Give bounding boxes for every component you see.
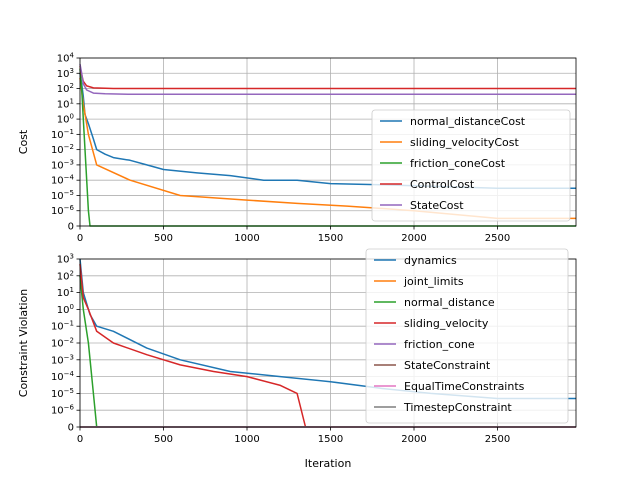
x-tick-label: 1000: [234, 434, 259, 445]
legend-label: sliding_velocity: [404, 317, 489, 330]
x-tick-label: 500: [154, 233, 173, 244]
y-tick-exponent: −3: [64, 158, 74, 166]
y-tick-exponent: −1: [64, 320, 74, 328]
x-tick-label: 2500: [485, 233, 510, 244]
legend-label: joint_limits: [403, 275, 464, 288]
series-line-StateCost: [79, 63, 576, 96]
y-tick-exponent: −6: [64, 204, 75, 212]
x-tick-label: 1500: [318, 434, 343, 445]
y-tick-exponent: 0: [70, 303, 74, 311]
y-tick-exponent: −6: [64, 404, 75, 412]
y-tick-exponent: −2: [64, 337, 74, 345]
series-line-friction_coneCost: [79, 68, 576, 227]
y-tick-exponent: −5: [64, 387, 74, 395]
y-tick-exponent: 3: [70, 253, 74, 261]
x-tick-label: 500: [154, 434, 173, 445]
legend-label: EqualTimeConstraints: [404, 380, 525, 393]
legend-label: normal_distance: [404, 296, 495, 309]
y-tick-exponent: 1: [70, 286, 74, 294]
series-line-sliding_velocity: [79, 264, 576, 428]
legend-label: normal_distanceCost: [410, 115, 526, 128]
legend-label: dynamics: [404, 254, 457, 267]
x-tick-label: 1500: [318, 233, 343, 244]
x-tick-label: 0: [77, 434, 83, 445]
legend-label: sliding_velocityCost: [410, 136, 519, 149]
y-tick-exponent: 1: [70, 97, 74, 105]
y-tick-exponent: −2: [64, 143, 74, 151]
y-tick-exponent: 2: [70, 82, 74, 90]
legend-label: TimestepConstraint: [403, 401, 512, 414]
y-tick-label: 0: [68, 222, 74, 233]
bottom-y-axis-label: Constraint Violation: [17, 289, 30, 397]
legend-label: friction_cone: [404, 338, 475, 351]
x-tick-label: 2000: [401, 233, 426, 244]
x-tick-label: 0: [77, 233, 83, 244]
y-tick-exponent: −1: [64, 128, 74, 136]
y-tick-exponent: 3: [70, 67, 74, 75]
x-tick-label: 2500: [485, 434, 510, 445]
bottom-x-ticks: 0 500 1000 1500 2000 2500: [77, 427, 510, 445]
legend-box: [365, 248, 569, 424]
bottom-legend: dynamics joint_limits normal_distanceslidi…: [365, 248, 569, 424]
legend-label: ControlCost: [410, 178, 475, 191]
top-axes: 0 500 1000 1500 2000 2500 010−610−510−410−310…: [17, 52, 577, 244]
top-axes-frame: [79, 57, 577, 227]
x-tick-label: 2000: [401, 434, 426, 445]
legend-box: [371, 109, 571, 222]
y-tick-exponent: 4: [70, 52, 75, 60]
y-tick-label: 0: [68, 423, 74, 434]
y-tick-exponent: −3: [64, 353, 74, 361]
top-y-axis-label: Cost: [17, 129, 30, 154]
x-tick-label: 1000: [234, 233, 259, 244]
y-tick-exponent: 0: [70, 113, 74, 121]
bottom-x-axis-label: Iteration: [305, 457, 352, 470]
legend-label: friction_coneCost: [410, 157, 506, 170]
y-tick-exponent: −4: [64, 370, 75, 378]
top-legend: normal_distanceCost sliding_velocityCostf…: [371, 109, 571, 222]
legend-label: StateConstraint: [404, 359, 491, 372]
y-tick-exponent: −5: [64, 189, 74, 197]
legend-label: StateCost: [410, 199, 464, 212]
y-tick-exponent: 2: [70, 269, 74, 277]
y-tick-exponent: −4: [64, 174, 75, 182]
top-x-ticks: 0 500 1000 1500 2000 2500: [77, 226, 510, 244]
